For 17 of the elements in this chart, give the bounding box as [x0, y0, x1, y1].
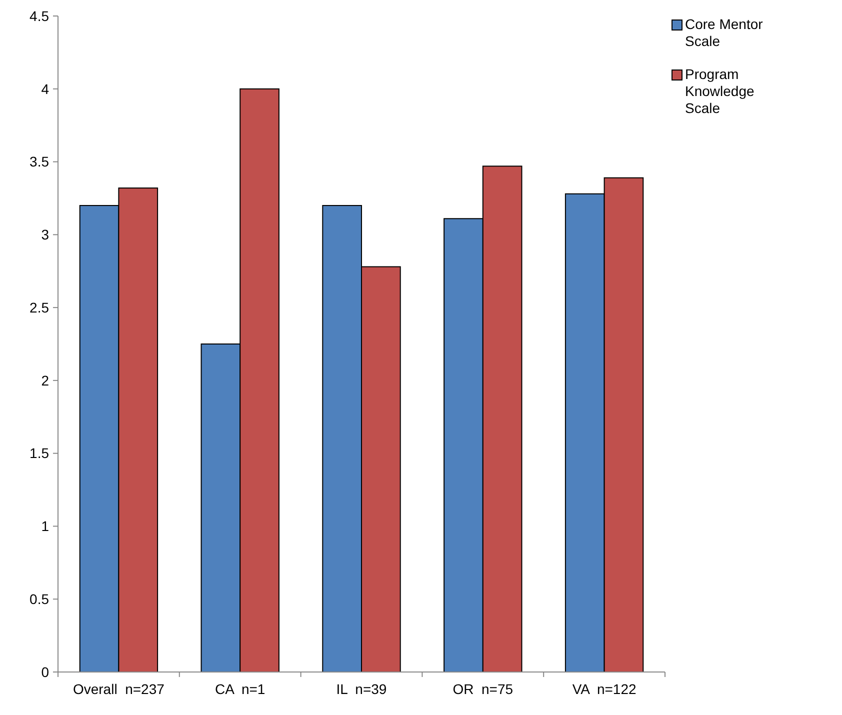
- x-tick-label: OR n=75: [452, 681, 514, 697]
- y-tick-label: 1: [41, 518, 50, 534]
- y-tick-label: 3: [41, 226, 50, 243]
- x-tick-label: CA n=1: [215, 681, 266, 697]
- y-tick-label: 3.5: [30, 154, 50, 170]
- y-tick-label: 0: [41, 664, 50, 680]
- x-tick-label: Overall n=237: [72, 681, 165, 697]
- y-tick-label: 0.5: [30, 591, 50, 608]
- y-tick-label: 2.5: [30, 299, 50, 316]
- y-tick-label: 4: [41, 80, 50, 97]
- x-tick-label: IL n=39: [336, 681, 387, 697]
- y-tick-label: 2: [41, 372, 50, 388]
- y-tick-label: 1.5: [30, 445, 50, 462]
- y-tick-label: 4.5: [30, 8, 50, 24]
- legend-label: Core Mentor Scale: [685, 16, 764, 49]
- legend-label: Program Knowledge Scale: [685, 66, 754, 116]
- x-tick-label: VA n=122: [572, 681, 636, 697]
